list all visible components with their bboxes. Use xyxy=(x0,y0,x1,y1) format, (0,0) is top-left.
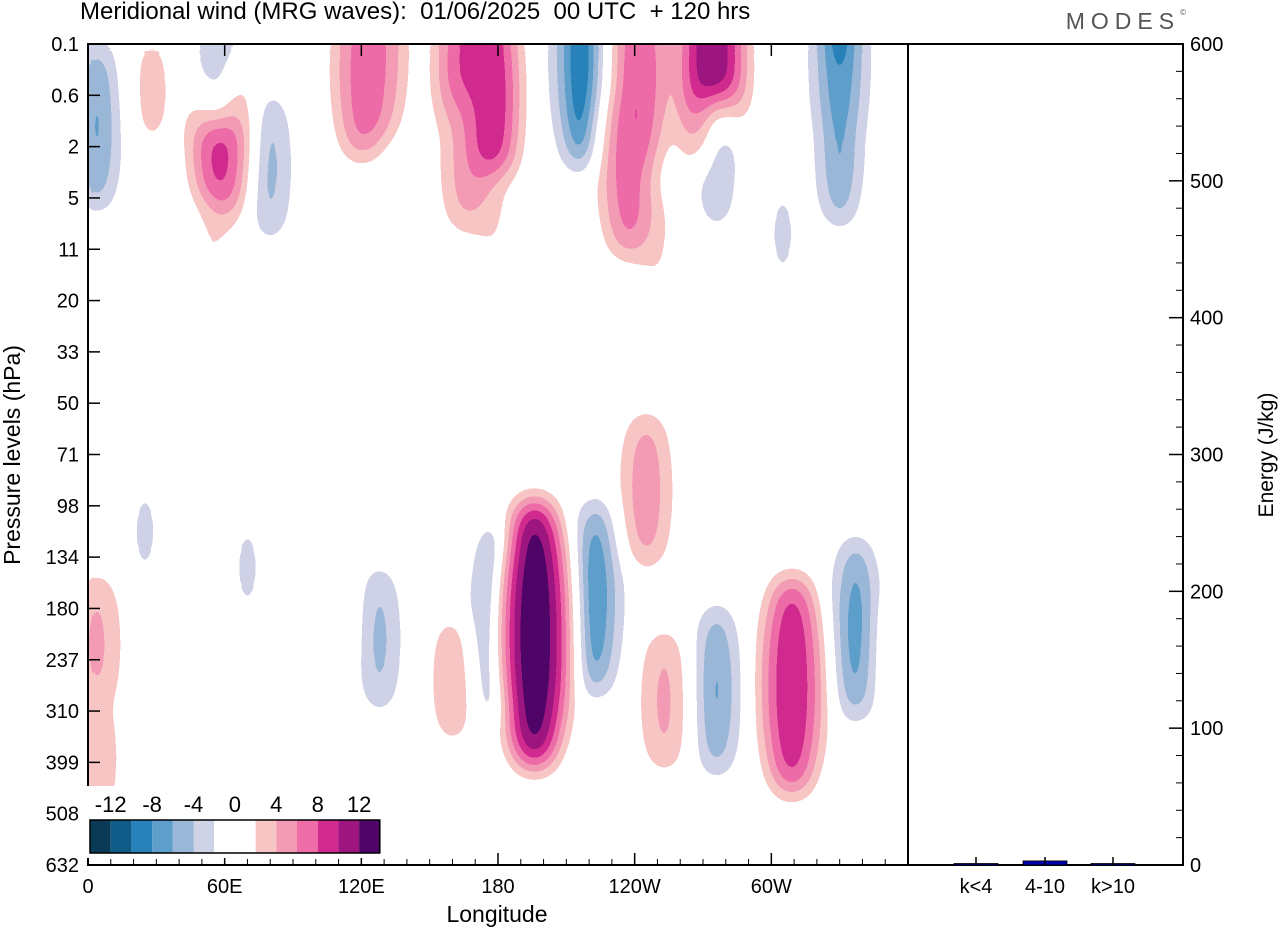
field-feature xyxy=(320,564,348,674)
colorbar-swatch xyxy=(338,820,360,853)
colorbar-swatch xyxy=(214,820,235,853)
field-feature xyxy=(644,194,671,304)
colorbar-label: -12 xyxy=(95,792,127,817)
colorbar-swatch xyxy=(297,820,318,853)
field-feature xyxy=(834,531,877,727)
colorbar-swatch xyxy=(193,820,215,853)
brand-mark: © xyxy=(1180,8,1186,17)
field-feature xyxy=(618,44,661,173)
field-feature xyxy=(447,89,481,235)
field-feature xyxy=(361,560,398,719)
energy-category-label: k>10 xyxy=(1091,876,1135,898)
field-feature xyxy=(768,575,816,796)
energy-axis: 0 100 200 300 400 500 600 xyxy=(1169,34,1223,877)
y-axis: 0.1 0.6 2 5 11 20 33 50 71 98 134 180 237 310 399 508 63… xyxy=(46,34,100,877)
field-feature xyxy=(647,627,681,774)
y-tick-label: 98 xyxy=(57,496,79,518)
energy-tick-label: 300 xyxy=(1190,445,1223,467)
field-feature xyxy=(883,595,908,704)
y-axis-label: Pressure levels (hPa) xyxy=(0,345,25,565)
colorbar-swatch xyxy=(276,820,297,853)
energy-category-label: 4-10 xyxy=(1025,876,1065,898)
field-feature xyxy=(360,44,399,140)
colorbar-frame xyxy=(89,819,381,854)
energy-tick-label: 600 xyxy=(1190,34,1223,56)
energy-tick-label: 0 xyxy=(1190,855,1201,877)
y-tick-label: 5 xyxy=(68,188,79,210)
colorbar-label: 0 xyxy=(229,792,241,817)
x-tick-label: 0 xyxy=(82,876,93,898)
field-feature xyxy=(88,44,118,218)
field-feature xyxy=(555,44,605,176)
y-tick-label: 71 xyxy=(57,445,79,467)
energy-tick-label: 400 xyxy=(1190,308,1223,330)
brand-logo: MODES© xyxy=(1066,8,1186,35)
field-feature xyxy=(233,506,262,628)
y-tick-label: 237 xyxy=(46,650,79,672)
field-feature xyxy=(506,499,563,769)
y-tick-label: 180 xyxy=(46,598,79,620)
x-axis-label: Longitude xyxy=(446,901,547,927)
colorbar-swatch xyxy=(131,820,153,853)
field-feature xyxy=(819,50,860,233)
colorbar-label: 4 xyxy=(270,792,282,817)
field-feature xyxy=(130,470,160,593)
x-tick-label: 60W xyxy=(751,876,792,898)
y-tick-label: 11 xyxy=(58,239,79,261)
colorbar-swatch xyxy=(359,820,380,853)
colorbar-swatch xyxy=(110,820,132,853)
x-tick-label: 120W xyxy=(609,876,661,898)
colorbar-label: -4 xyxy=(184,792,204,817)
colorbar-swatch xyxy=(152,820,173,853)
field-feature xyxy=(480,164,507,273)
field-feature xyxy=(252,88,288,247)
field-feature xyxy=(436,613,468,747)
y-tick-label: 134 xyxy=(46,547,79,569)
field-feature xyxy=(628,411,664,570)
y-tick-label: 310 xyxy=(46,701,79,723)
y-tick-label: 508 xyxy=(46,804,79,826)
colorbar-swatch xyxy=(234,820,256,853)
energy-axis-label: Energy (J/kg) xyxy=(1255,393,1278,518)
y-tick-label: 33 xyxy=(57,342,79,364)
brand-name: MODES xyxy=(1065,8,1181,34)
colorbar-swatch xyxy=(255,820,277,853)
energy-tick-label: 500 xyxy=(1190,171,1223,193)
colorbar-swatch xyxy=(90,820,111,853)
chart-title: Meridional wind (MRG waves): 01/06/2025 … xyxy=(80,0,751,25)
y-tick-label: 632 xyxy=(46,855,79,877)
colorbar-label: 8 xyxy=(312,792,324,817)
field-feature xyxy=(696,599,737,782)
y-tick-label: 20 xyxy=(57,291,79,313)
colorbar-label: -8 xyxy=(142,792,162,817)
field-feature xyxy=(700,89,734,235)
y-tick-label: 2 xyxy=(68,137,79,159)
field-feature xyxy=(137,44,167,151)
field-feature xyxy=(199,194,227,304)
colorbar-swatch xyxy=(317,820,339,853)
x-tick-label: 120E xyxy=(338,876,385,898)
y-tick-label: 0.6 xyxy=(51,85,79,107)
field-feature xyxy=(768,173,798,295)
energy-tick-label: 100 xyxy=(1190,718,1223,740)
energy-category-label: k<4 xyxy=(960,876,993,898)
energy-panel: k<4 4-10 k>10 0 100 200 300 400 500 600 Energy (… xyxy=(907,34,1278,898)
y-tick-label: 50 xyxy=(57,393,79,415)
x-tick-label: 60E xyxy=(207,876,243,898)
energy-tick-label: 200 xyxy=(1190,581,1223,603)
energy-frame xyxy=(907,43,1184,866)
field-feature xyxy=(201,44,235,133)
field-feature xyxy=(573,494,619,702)
x-axis: 0 60E 120E 180 120W 60W xyxy=(82,44,886,898)
colorbar-label: 12 xyxy=(347,792,371,817)
y-tick-label: 0.1 xyxy=(51,34,79,56)
x-tick-label: 180 xyxy=(481,876,514,898)
y-tick-label: 399 xyxy=(46,752,79,774)
heatmap-plot xyxy=(87,43,909,866)
colorbar-swatch xyxy=(172,820,194,853)
colorbar: -12 -8 -4 0 4 8 12 xyxy=(86,786,384,858)
